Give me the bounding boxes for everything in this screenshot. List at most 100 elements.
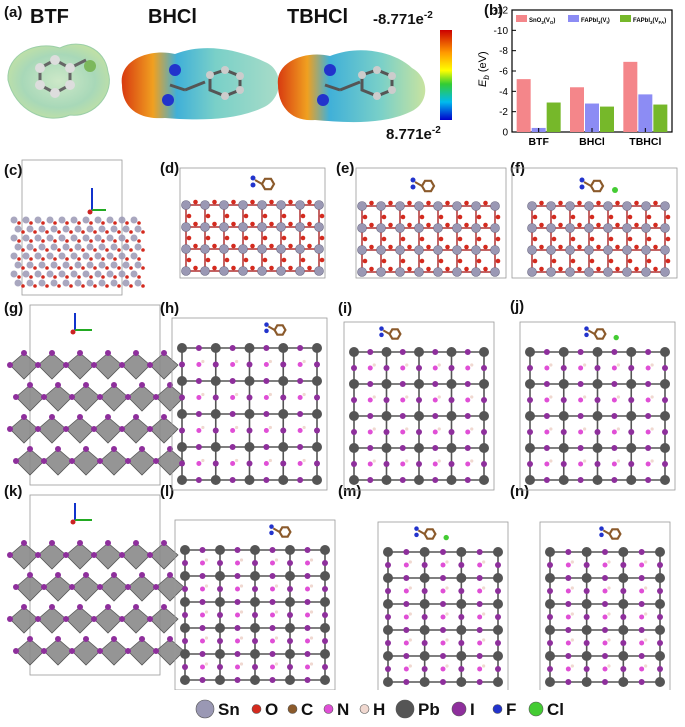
y-tick-label: -8 — [499, 46, 508, 57]
supercell-c — [21, 159, 123, 296]
legend-label: FAPbI3(VFA) — [633, 18, 666, 25]
panel-label-d: (d) — [160, 160, 180, 177]
legend-atom-O — [251, 704, 262, 714]
legend-label-H: H — [373, 700, 385, 719]
fapbi3-view-j — [525, 347, 670, 485]
panel-label-n: (n) — [510, 483, 530, 500]
bar-BHCl-1 — [585, 103, 599, 132]
molecule-f — [579, 177, 618, 193]
fapbi3-view-h — [177, 343, 322, 485]
y-tick-label: -6 — [499, 67, 508, 78]
sno2-slab-d — [181, 199, 325, 276]
panel-label-b: (b) — [484, 2, 504, 19]
legend-atom-Cl — [528, 701, 544, 717]
fapbi3-slab-k-axis-x — [70, 519, 76, 525]
fapbi3-slab-g-axis-x — [70, 329, 76, 335]
panel-label-f: (f) — [510, 160, 525, 177]
legend-label-O: O — [265, 700, 278, 719]
esp-surface-btf — [7, 43, 110, 119]
atom-legend: Sn O C N H Pb I F Cl — [195, 699, 564, 719]
legend-atom-H — [359, 704, 370, 714]
legend-label: SnO2(VO) — [529, 18, 555, 25]
fapbi3-view-l — [180, 545, 330, 685]
bar-BTF-0 — [516, 79, 531, 132]
fapbi3-view-m-cell — [377, 521, 509, 690]
legend-swatch — [568, 15, 579, 22]
molecule-title-tbhcl: TBHCl — [287, 6, 349, 28]
legend-label-I: I — [470, 700, 475, 719]
panel-label-k: (k) — [4, 483, 23, 500]
bar-BHCl-0 — [570, 87, 584, 132]
molecule-e — [410, 177, 436, 193]
x-tick-label: BHCl — [579, 136, 605, 148]
y-tick-label: 0 — [502, 128, 508, 139]
supercell-e — [355, 167, 507, 279]
legend-atom-I — [451, 701, 467, 717]
fapbi3-slab-k — [7, 540, 185, 666]
legend-atom-N — [323, 704, 334, 714]
fapbi3-view-m — [383, 547, 503, 687]
fapbi3-view-i-cell — [343, 321, 495, 491]
fapbi3-view-j-molecule — [584, 326, 619, 341]
fapbi3-view-l-cell — [174, 519, 336, 690]
panel-label-i: (i) — [338, 300, 353, 317]
y-tick-label: -10 — [494, 26, 509, 37]
legend-label: FAPbI3(VI) — [581, 18, 610, 25]
legend-swatch — [620, 15, 631, 22]
crystal-structures — [7, 159, 678, 690]
y-tick-label: -12 — [494, 6, 509, 17]
molecule-title-btf: BTF — [30, 6, 69, 28]
esp-colorbar — [440, 30, 452, 120]
fapbi3-view-i — [349, 347, 489, 485]
legend-atom-F — [492, 704, 503, 714]
y-tick-label: -2 — [499, 107, 508, 118]
panel-label-h: (h) — [160, 300, 180, 317]
panel-label-e: (e) — [336, 160, 355, 177]
x-tick-label: TBHCl — [629, 136, 661, 148]
y-axis-label: Eb (eV) — [477, 51, 491, 87]
fapbi3-view-m-molecule — [414, 526, 449, 541]
supercell-d — [179, 167, 326, 279]
fapbi3-view-l-molecule — [269, 524, 292, 538]
sno2-bulk-c — [10, 216, 145, 288]
panel-label-a: (a) — [4, 4, 23, 21]
fapbi3-view-h-molecule — [264, 322, 287, 336]
legend-label-N: N — [337, 700, 349, 719]
legend-label-Cl: Cl — [547, 700, 564, 719]
fapbi3-slab-g — [7, 350, 185, 476]
y-tick-label: -4 — [499, 87, 508, 98]
legend-label-Pb: Pb — [418, 700, 440, 719]
fapbi3-view-n — [545, 547, 665, 687]
fapbi3-view-i-molecule — [379, 326, 402, 340]
bar-TBHCl-0 — [623, 61, 638, 132]
bar-BTF-2 — [546, 102, 561, 132]
bar-BHCl-2 — [600, 106, 614, 132]
fapbi3-view-h-cell — [171, 317, 328, 491]
panel-label-j: (j) — [510, 298, 525, 315]
molecule-title-bhcl: BHCl — [148, 6, 197, 28]
legend-label-C: C — [301, 700, 313, 719]
legend-swatch — [516, 15, 527, 22]
fapbi3-view-n-cell — [539, 521, 671, 690]
supercell-f — [511, 167, 678, 279]
sno2-slab-e — [357, 200, 501, 277]
molecule-d — [250, 175, 276, 191]
x-tick-label: BTF — [528, 136, 549, 148]
panel-label-l: (l) — [160, 483, 175, 500]
legend-label-Sn: Sn — [218, 700, 240, 719]
fapbi3-view-j-cell — [519, 321, 676, 491]
bar-TBHCl-2 — [653, 104, 668, 132]
colorbar-max-label: -8.771e-2 — [373, 10, 433, 28]
esp-maps — [7, 43, 426, 123]
fapbi3-view-n-molecule — [599, 526, 622, 540]
axis-c-x — [87, 209, 93, 215]
bar-TBHCl-1 — [638, 94, 653, 132]
panel-label-c: (c) — [4, 162, 23, 179]
legend-atom-C — [287, 704, 298, 714]
legend-atom-Sn — [195, 699, 215, 719]
sno2-slab-f — [527, 200, 671, 277]
panel-label-g: (g) — [4, 300, 24, 317]
legend-atom-Pb — [395, 699, 415, 719]
binding-energy-chart: 0 -2 -4 -6 -8 -10 -12 Eb (eV) BTF BHCl TBHCl SnO2(V… — [477, 6, 673, 148]
legend-label-F: F — [506, 700, 516, 719]
